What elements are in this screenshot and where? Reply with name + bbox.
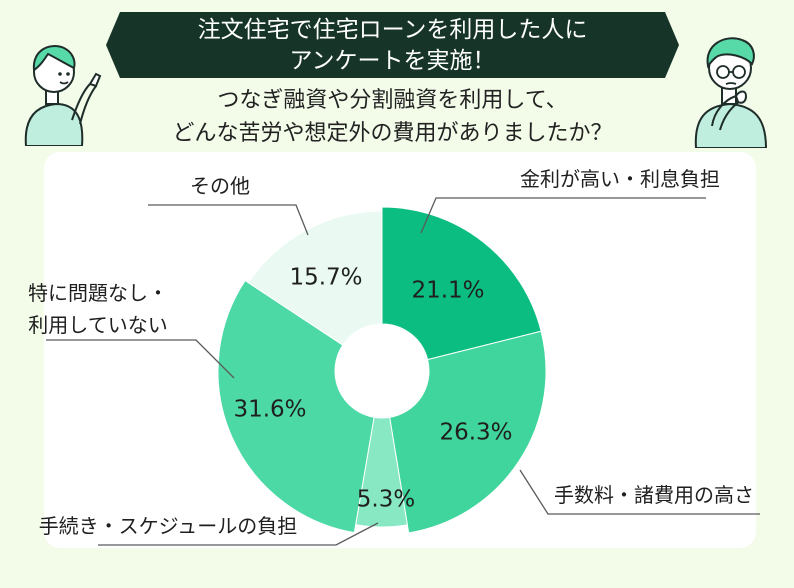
banner-line-1: 注文住宅で住宅ローンを利用した人に bbox=[197, 17, 588, 43]
slice-value-label-4: 31.6% bbox=[233, 397, 306, 423]
pie-slice-5 bbox=[247, 210, 383, 346]
pointing-person-icon bbox=[24, 45, 102, 146]
thinking-person-icon bbox=[694, 37, 768, 148]
leader-line-4 bbox=[46, 339, 235, 379]
leader-line-1 bbox=[420, 197, 706, 234]
category-label-3: 手続き・スケジュールの負担 bbox=[39, 514, 298, 538]
category-label-5: その他 bbox=[190, 174, 250, 198]
slice-value-label-5: 15.7% bbox=[289, 265, 362, 291]
question-line-1: つなぎ融資や分割融資を利用して、 bbox=[217, 88, 568, 113]
slice-value-label-2: 26.3% bbox=[439, 420, 512, 446]
question-line-2: どんな苦労や想定外の費用がありましたか？ bbox=[172, 121, 613, 146]
leader-line-5 bbox=[148, 204, 309, 236]
question-text: つなぎ融資や分割融資を利用して、 どんな苦労や想定外の費用がありましたか？ bbox=[120, 84, 665, 150]
category-label-2: 手数料・諸費用の高さ bbox=[554, 483, 754, 507]
category-label-4-line-2: 利用していない bbox=[28, 313, 167, 337]
question-banner: 注文住宅で住宅ローンを利用した人に アンケートを実施！ bbox=[106, 12, 679, 78]
slice-value-label-1: 21.1% bbox=[411, 278, 484, 304]
leader-line-3 bbox=[98, 522, 379, 546]
slice-value-label-3: 5.3% bbox=[357, 487, 415, 513]
banner-line-2: アンケートを実施！ bbox=[289, 48, 496, 74]
leader-line-2 bbox=[519, 469, 760, 515]
donut-hole bbox=[335, 324, 429, 418]
category-label-1: 金利が高い・利息負担 bbox=[520, 167, 720, 191]
category-label-4-line-1: 特に問題なし・ bbox=[28, 281, 168, 305]
